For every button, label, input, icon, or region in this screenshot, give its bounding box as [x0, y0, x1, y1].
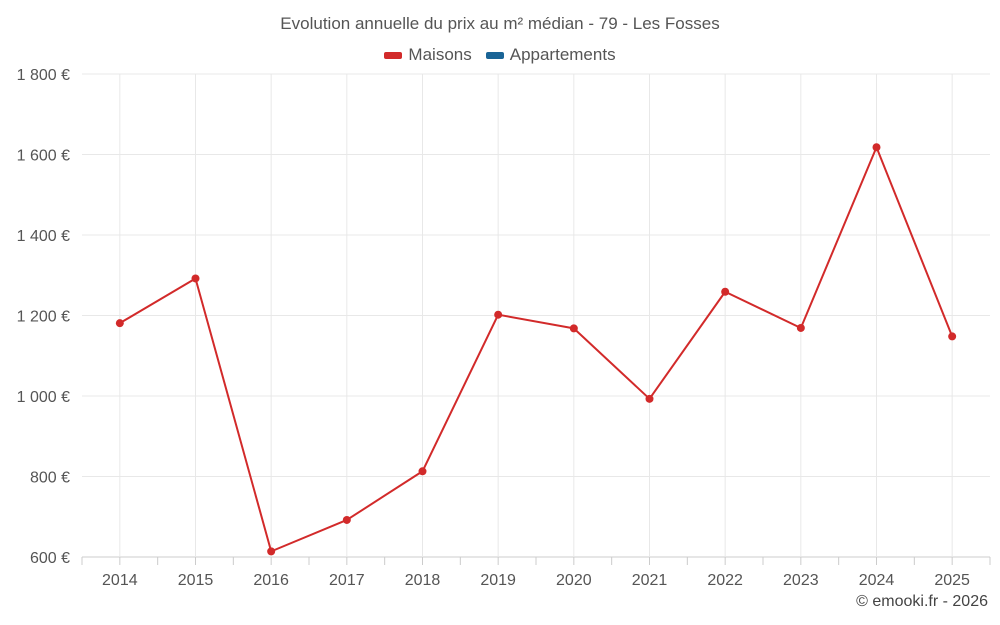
x-tick-label: 2022: [707, 572, 743, 589]
y-tick-label: 1 200 €: [17, 309, 70, 326]
data-point-maisons: [191, 274, 200, 283]
data-point-maisons: [494, 310, 503, 319]
x-tick-label: 2025: [934, 572, 970, 589]
legend-swatch-appartements: [485, 51, 504, 59]
x-tick-label: 2024: [859, 572, 895, 589]
credit-text: © emooki.fr - 2026: [856, 593, 988, 610]
x-tick-label: 2017: [329, 572, 365, 589]
y-tick-label: 1 400 €: [17, 228, 70, 245]
x-tick-label: 2021: [632, 572, 668, 589]
legend-swatch-maisons: [384, 51, 403, 59]
data-point-maisons: [645, 394, 654, 403]
data-point-maisons: [569, 324, 578, 333]
data-point-maisons: [872, 143, 881, 152]
chart-legend: Maisons Appartements: [0, 45, 1000, 65]
x-tick-label: 2023: [783, 572, 819, 589]
x-tick-label: 2016: [253, 572, 289, 589]
data-point-maisons: [342, 515, 351, 524]
x-tick-label: 2015: [178, 572, 214, 589]
legend-item-maisons[interactable]: Maisons: [384, 45, 472, 65]
series-line-maisons: [119, 146, 954, 553]
data-point-maisons: [948, 332, 957, 341]
y-tick-label: 800 €: [30, 470, 70, 487]
chart-title: Evolution annuelle du prix au m² médian …: [280, 14, 720, 33]
x-tick-label: 2020: [556, 572, 592, 589]
y-tick-label: 600 €: [30, 550, 70, 567]
x-tick-label: 2014: [102, 572, 138, 589]
data-point-maisons: [418, 467, 427, 476]
data-point-maisons: [267, 547, 276, 556]
legend-label-maisons: Maisons: [408, 45, 472, 64]
data-point-maisons: [796, 323, 805, 332]
x-tick-label: 2018: [405, 572, 441, 589]
legend-item-appartements[interactable]: Appartements: [485, 45, 616, 65]
y-tick-label: 1 000 €: [17, 389, 70, 406]
data-point-maisons: [721, 287, 730, 296]
legend-label-appartements: Appartements: [509, 45, 616, 64]
x-tick-label: 2019: [480, 572, 516, 589]
y-tick-label: 1 600 €: [17, 148, 70, 165]
y-tick-label: 1 800 €: [17, 67, 70, 84]
data-point-maisons: [115, 319, 124, 328]
